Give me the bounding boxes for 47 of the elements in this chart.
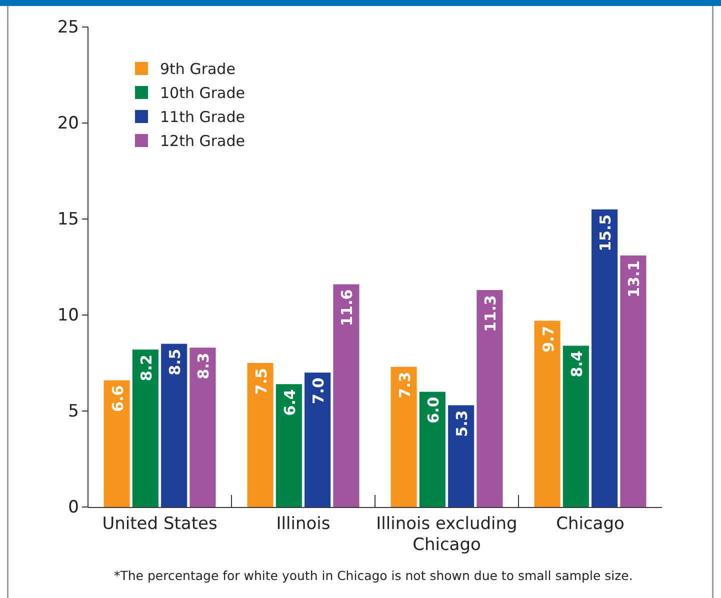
x-tick-label: Chicago	[556, 514, 624, 534]
bar	[190, 348, 216, 507]
data-label: 6.0	[424, 396, 442, 424]
data-label: 7.3	[396, 372, 414, 398]
text: *The percentage for white youth in Chicago is not shown due to small sample size.	[114, 568, 633, 583]
x-tick-label: Illinois	[276, 514, 330, 534]
legend-label: 9th Grade	[160, 60, 236, 78]
y-tick-label: 15	[57, 209, 79, 230]
x-tick-label: Illinois excluding Chicago	[376, 514, 518, 555]
y-tick-label: 5	[68, 401, 79, 422]
bar	[247, 363, 274, 507]
data-label: 15.5	[596, 214, 615, 252]
bar	[620, 255, 646, 507]
bar	[104, 380, 130, 507]
legend-label: 12th Grade	[160, 132, 245, 150]
data-label: 8.3	[194, 352, 213, 380]
bar	[304, 372, 331, 507]
legend-label: 10th Grade	[160, 84, 245, 102]
data-label: 6.4	[280, 389, 299, 416]
y-tick-label: 0	[68, 497, 79, 518]
y-tick-label: 10	[57, 305, 79, 326]
data-label: 11.3	[482, 295, 500, 332]
bar	[562, 346, 589, 507]
data-label: 8.4	[568, 350, 586, 378]
bar	[390, 366, 417, 507]
data-label: 8.2	[137, 354, 156, 382]
data-label: 5.3	[453, 410, 472, 437]
bar	[476, 290, 503, 507]
bar	[132, 350, 158, 507]
x-tick-label: United States	[102, 514, 218, 534]
bar	[276, 384, 302, 507]
bar	[592, 209, 618, 507]
data-label: 8.5	[166, 348, 184, 376]
data-label: 13.1	[625, 260, 644, 298]
data-label: 11.6	[338, 289, 356, 326]
bar	[161, 344, 188, 507]
data-label: 6.6	[108, 385, 127, 412]
bar	[448, 405, 474, 507]
bar	[333, 284, 360, 507]
data-label: 7.5	[252, 368, 270, 395]
bar	[534, 320, 560, 507]
y-tick-label: 25	[57, 17, 79, 38]
legend-label: 11th Grade	[160, 108, 245, 126]
bar	[419, 392, 446, 507]
y-tick-label: 20	[57, 113, 79, 134]
data-label: 9.7	[539, 326, 558, 352]
data-label: 7.0	[310, 378, 328, 404]
